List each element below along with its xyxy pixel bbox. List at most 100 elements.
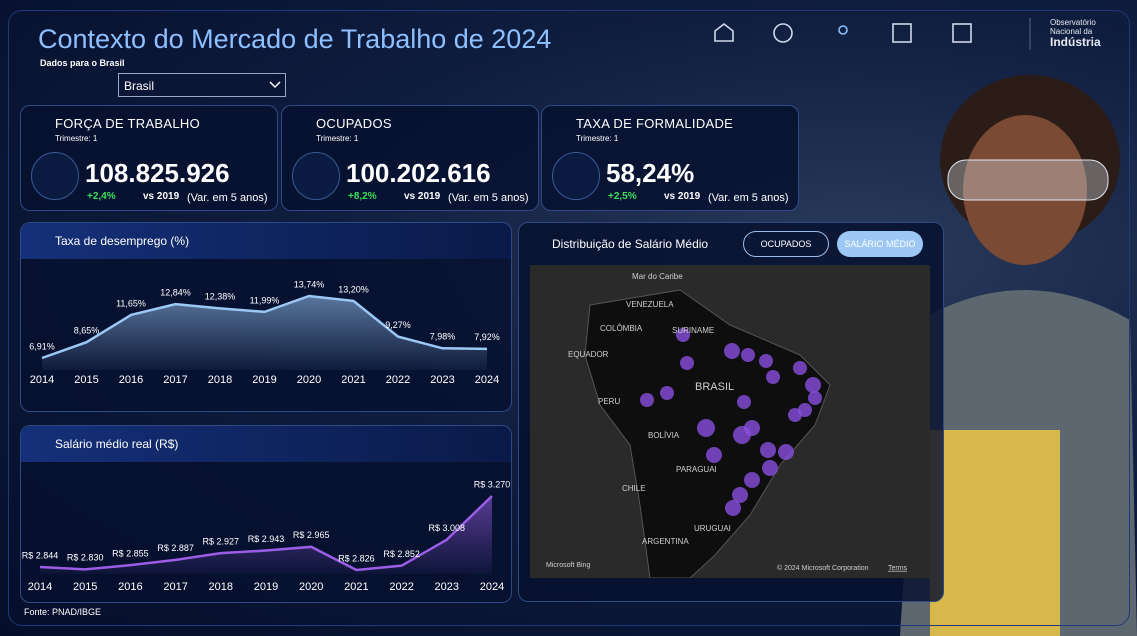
kpi-value: 58,24%	[606, 158, 695, 188]
map-label: PARAGUAI	[676, 465, 717, 474]
logo: Observatório Nacional da Indústria	[1050, 18, 1101, 49]
kpi-icon	[552, 152, 600, 200]
panel-header	[21, 426, 511, 462]
kpi-note: (Var. em 5 anos)	[708, 192, 789, 204]
line	[41, 294, 488, 360]
x-tick-label: 2016	[118, 581, 142, 593]
map-terms[interactable]: Terms	[888, 565, 908, 572]
map-label: EQUADOR	[568, 350, 609, 359]
dropdown-value: Brasil	[124, 79, 155, 93]
x-tick-label: 2022	[389, 581, 413, 593]
logo-line: Nacional da	[1050, 27, 1093, 36]
nav-home[interactable]	[714, 22, 734, 42]
subtitle: Dados para o Brasil	[40, 58, 125, 68]
nav	[714, 18, 1031, 50]
map-title: Distribuição de Salário Médio	[552, 237, 709, 251]
data-label: R$ 2.830	[67, 553, 104, 563]
data-label: 8,65%	[74, 326, 100, 336]
x-tick-label: 2014	[28, 581, 52, 593]
map-label: ARGENTINA	[642, 537, 689, 546]
kpi-change: +2,4%	[87, 191, 116, 202]
kpi-title: OCUPADOS	[316, 116, 392, 131]
line	[39, 495, 493, 572]
kpi-card: TAXA DE FORMALIDADE Trimestre: 1 58,24% …	[541, 105, 799, 211]
logo-line: Indústria	[1050, 35, 1101, 49]
data-label: R$ 2.852	[383, 549, 420, 559]
x-tick-label: 2016	[119, 374, 143, 386]
map-label: BRASIL	[695, 381, 734, 393]
x-tick-label: 2015	[74, 374, 98, 386]
footer: Fonte: PNAD/IBGE	[24, 607, 102, 617]
map-label: CHILE	[622, 484, 646, 493]
x-tick-label: 2018	[208, 374, 232, 386]
kpi-note: (Var. em 5 anos)	[448, 192, 529, 204]
photo	[900, 75, 1137, 636]
x-tick-label: 2020	[299, 581, 323, 593]
data-label: R$ 2.844	[22, 550, 59, 560]
kpi-value: 100.202.616	[346, 158, 491, 188]
data-label: 13,74%	[294, 279, 325, 289]
map-label: PERU	[598, 397, 620, 406]
nav-report[interactable]	[892, 23, 912, 43]
x-tick-label: 2024	[480, 581, 504, 593]
frame	[8, 10, 1130, 626]
map-label: URUGUAI	[694, 524, 731, 533]
map-copyright: © 2024 Microsoft Corporation	[777, 564, 869, 572]
kpi-compare: vs 2019	[143, 191, 180, 202]
logo-line: Observatório	[1050, 18, 1096, 27]
data-label: R$ 2.943	[248, 534, 285, 544]
x-tick-label: 2024	[475, 374, 499, 386]
area	[42, 296, 487, 370]
map-label: Mar do Caribe	[632, 272, 683, 281]
map-label: VENEZUELA	[626, 300, 674, 309]
data-label: 11,65%	[116, 298, 146, 308]
panel-header	[21, 223, 511, 259]
map-label: COLÔMBIA	[600, 324, 643, 333]
data-label: 7,92%	[474, 332, 500, 342]
map-label: SURINAME	[672, 326, 714, 335]
data-label: R$ 3.008	[429, 523, 466, 533]
x-tick-label: 2019	[252, 374, 276, 386]
x-tick-label: 2019	[254, 581, 278, 593]
data-label: 13,20%	[338, 284, 369, 294]
x-tick-label: 2020	[297, 374, 321, 386]
area	[40, 496, 492, 574]
kpi-change: +2,5%	[608, 191, 637, 202]
data-label: 9,27%	[385, 320, 411, 330]
data-label: R$ 2.887	[157, 543, 194, 553]
kpi-title: FORÇA DE TRABALHO	[55, 116, 201, 131]
dropdown[interactable]: Brasil	[118, 73, 286, 97]
data-label: R$ 2.855	[112, 549, 149, 559]
data-label: 6,91%	[29, 341, 55, 351]
x-tick-label: 2018	[209, 581, 233, 593]
map-attribution: Microsoft Bing	[546, 562, 590, 569]
nav-people[interactable]	[838, 25, 848, 35]
x-tick-label: 2022	[386, 374, 410, 386]
x-tick-label: 2015	[73, 581, 97, 593]
kpi-value: 108.825.926	[85, 158, 230, 188]
kpi-compare: vs 2019	[664, 191, 701, 202]
data-label: 11,99%	[250, 295, 280, 305]
nav-search[interactable]	[952, 23, 972, 43]
kpi-note: (Var. em 5 anos)	[187, 192, 268, 204]
chart-title: Taxa de desemprego (%)	[55, 234, 190, 248]
x-tick-label: 2017	[163, 374, 187, 386]
x-tick-label: 2023	[430, 374, 454, 386]
toggle-button[interactable]: OCUPADOS	[743, 231, 829, 257]
kpi-card: OCUPADOS Trimestre: 1 100.202.616 +8,2% …	[281, 105, 539, 211]
data-label: 7,98%	[430, 332, 456, 342]
data-label: 12,38%	[205, 292, 236, 302]
map: Mar do Caribe VENEZUELA COLÔMBIA SURINAM…	[530, 265, 930, 578]
dropdown-arrow	[269, 81, 281, 89]
kpi-icon	[292, 152, 340, 200]
kpi-card: FORÇA DE TRABALHO Trimestre: 1 108.825.9…	[20, 105, 278, 211]
x-tick-label: 2014	[30, 374, 54, 386]
nav-globe[interactable]	[773, 23, 793, 43]
kpi-title: TAXA DE FORMALIDADE	[576, 116, 734, 131]
kpi-period: Trimestre: 1	[316, 134, 359, 143]
map-label: BOLÍVIA	[648, 431, 680, 440]
toggle-button[interactable]: SALÁRIO MÉDIO	[837, 231, 923, 257]
map-labels: Mar do Caribe VENEZUELA COLÔMBIA SURINAM…	[546, 272, 908, 572]
x-tick-label: 2021	[341, 374, 365, 386]
